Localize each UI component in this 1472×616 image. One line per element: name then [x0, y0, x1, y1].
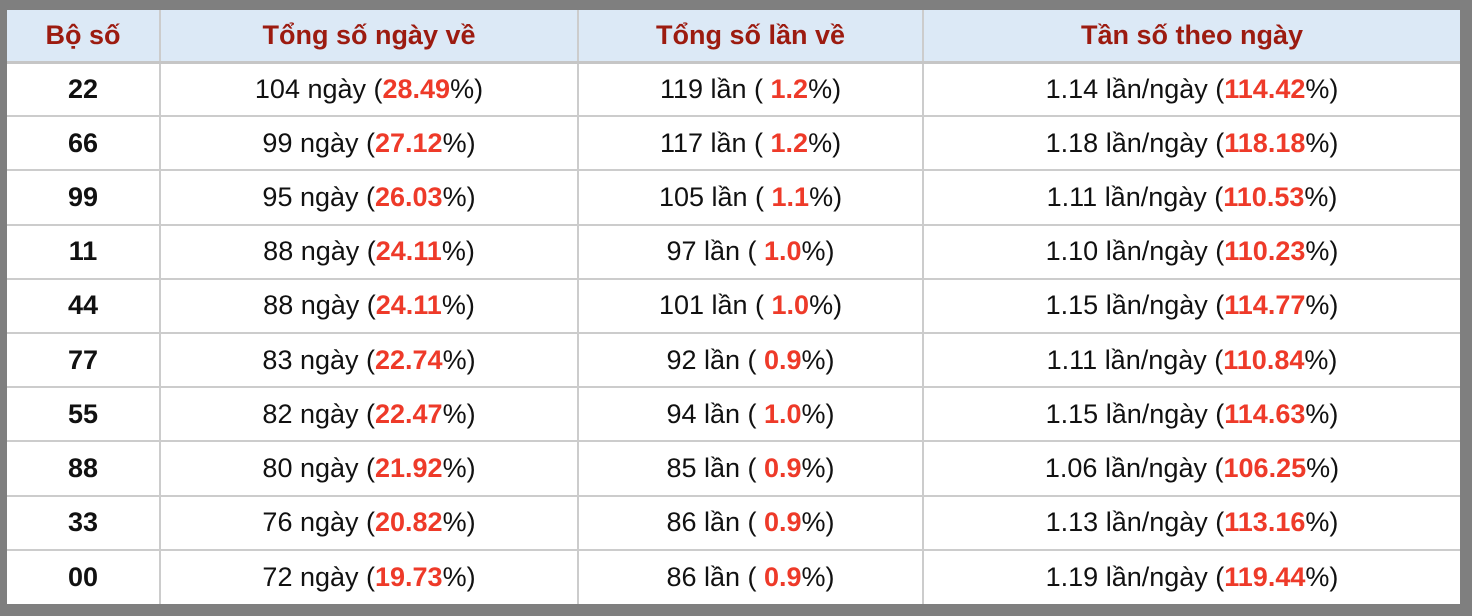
- table-row: 33 76 ngày (20.82%) 86 lần ( 0.9%) 1.13 lần…: [7, 494, 1460, 551]
- pair-cell: 11: [7, 223, 161, 280]
- table-row: 77 83 ngày (22.74%) 92 lần ( 0.9%) 1.11 lần…: [7, 331, 1460, 389]
- freq-percent: 110.53: [1223, 181, 1305, 212]
- days-cell: 80 ngày (21.92%): [159, 440, 579, 497]
- days-percent: 26.03: [375, 181, 443, 212]
- times-percent: 1.0: [764, 398, 802, 429]
- days-percent: 22.74: [375, 344, 443, 375]
- freq-cell: 1.19 lần/ngày (119.44%): [922, 548, 1460, 604]
- times-percent: 1.2: [770, 73, 809, 104]
- pair-cell: 33: [7, 494, 161, 551]
- pair-cell: 66: [7, 115, 161, 172]
- freq-cell: 1.14 lần/ngày (114.42%): [922, 60, 1460, 118]
- freq-cell: 1.11 lần/ngày (110.53%): [922, 169, 1460, 226]
- days-percent: 24.11: [375, 236, 442, 267]
- pair-cell: 44: [7, 277, 161, 334]
- days-cell: 104 ngày (28.49%): [159, 60, 579, 118]
- pair-cell: 55: [7, 386, 161, 443]
- freq-cell: 1.15 lần/ngày (114.77%): [922, 277, 1460, 334]
- table-row: 44 88 ngày (24.11%) 101 lần ( 1.0%) 1.15 lầ…: [7, 277, 1460, 334]
- freq-cell: 1.13 lần/ngày (113.16%): [922, 494, 1460, 551]
- times-percent: 1.1: [771, 181, 810, 212]
- stats-table-body: 22 104 ngày (28.49%) 119 lần ( 1.2%) 1.14 l…: [7, 60, 1460, 604]
- days-percent: 21.92: [375, 452, 443, 483]
- times-cell: 94 lần ( 1.0%): [577, 386, 924, 443]
- header-row: Bộ số Tổng số ngày về Tổng số lần về Tần…: [7, 10, 1460, 64]
- freq-percent: 113.16: [1224, 507, 1306, 538]
- times-percent: 1.2: [770, 127, 809, 158]
- pair-cell: 00: [7, 548, 161, 604]
- pair-cell: 99: [7, 169, 161, 226]
- days-percent: 22.47: [375, 398, 443, 429]
- freq-percent: 106.25: [1223, 452, 1307, 483]
- table-row: 22 104 ngày (28.49%) 119 lần ( 1.2%) 1.14 l…: [7, 60, 1460, 118]
- pair-cell: 77: [7, 331, 161, 389]
- days-percent: 19.73: [375, 561, 443, 592]
- freq-cell: 1.10 lần/ngày (110.23%): [922, 223, 1460, 280]
- table-row: 66 99 ngày (27.12%) 117 lần ( 1.2%) 1.18 lầ…: [7, 115, 1460, 172]
- times-cell: 101 lần ( 1.0%): [577, 277, 924, 334]
- freq-percent: 114.77: [1224, 290, 1306, 321]
- stats-table: Bộ số Tổng số ngày về Tổng số lần về Tần…: [7, 10, 1460, 604]
- days-cell: 83 ngày (22.74%): [159, 331, 579, 389]
- days-cell: 88 ngày (24.11%): [159, 277, 579, 334]
- freq-percent: 110.23: [1224, 236, 1306, 267]
- times-cell: 86 lần ( 0.9%): [577, 494, 924, 551]
- table-row: 88 80 ngày (21.92%) 85 lần ( 0.9%) 1.06 lần…: [7, 440, 1460, 497]
- times-percent: 1.0: [764, 236, 802, 267]
- freq-cell: 1.11 lần/ngày (110.84%): [922, 331, 1460, 389]
- header-total-times: Tổng số lần về: [577, 10, 924, 64]
- table-row: 00 72 ngày (19.73%) 86 lần ( 0.9%) 1.19 lần…: [7, 548, 1460, 604]
- stats-table-header: Bộ số Tổng số ngày về Tổng số lần về Tần…: [7, 10, 1460, 64]
- times-percent: 1.0: [771, 290, 810, 321]
- pair-cell: 22: [7, 60, 161, 118]
- freq-cell: 1.18 lần/ngày (118.18%): [922, 115, 1460, 172]
- freq-cell: 1.15 lần/ngày (114.63%): [922, 386, 1460, 443]
- days-percent: 20.82: [375, 507, 443, 538]
- times-cell: 97 lần ( 1.0%): [577, 223, 924, 280]
- times-percent: 0.9: [764, 507, 802, 538]
- days-cell: 95 ngày (26.03%): [159, 169, 579, 226]
- freq-percent: 119.44: [1224, 561, 1306, 592]
- days-cell: 82 ngày (22.47%): [159, 386, 579, 443]
- days-cell: 88 ngày (24.11%): [159, 223, 579, 280]
- table-row: 55 82 ngày (22.47%) 94 lần ( 1.0%) 1.15 lần…: [7, 386, 1460, 443]
- freq-cell: 1.06 lần/ngày (106.25%): [922, 440, 1460, 497]
- days-cell: 72 ngày (19.73%): [159, 548, 579, 604]
- table-row: 99 95 ngày (26.03%) 105 lần ( 1.1%) 1.11 lầ…: [7, 169, 1460, 226]
- times-cell: 92 lần ( 0.9%): [577, 331, 924, 389]
- times-cell: 105 lần ( 1.1%): [577, 169, 924, 226]
- days-cell: 76 ngày (20.82%): [159, 494, 579, 551]
- times-percent: 0.9: [764, 561, 802, 592]
- header-pair: Bộ số: [7, 10, 161, 64]
- header-total-days: Tổng số ngày về: [159, 10, 579, 64]
- days-percent: 27.12: [375, 127, 443, 158]
- table-row: 11 88 ngày (24.11%) 97 lần ( 1.0%) 1.10 lần…: [7, 223, 1460, 280]
- days-cell: 99 ngày (27.12%): [159, 115, 579, 172]
- times-cell: 85 lần ( 0.9%): [577, 440, 924, 497]
- days-percent: 28.49: [382, 73, 451, 104]
- pair-cell: 88: [7, 440, 161, 497]
- times-percent: 0.9: [764, 344, 802, 375]
- freq-percent: 114.42: [1224, 73, 1306, 104]
- freq-percent: 114.63: [1224, 398, 1306, 429]
- header-daily-frequency: Tần số theo ngày: [922, 10, 1460, 64]
- lottery-stats-table: Bộ số Tổng số ngày về Tổng số lần về Tần…: [7, 10, 1460, 604]
- times-cell: 119 lần ( 1.2%): [577, 60, 924, 118]
- days-percent: 24.11: [375, 290, 442, 321]
- freq-percent: 110.84: [1223, 344, 1305, 375]
- freq-percent: 118.18: [1224, 127, 1306, 158]
- times-percent: 0.9: [764, 452, 802, 483]
- times-cell: 117 lần ( 1.2%): [577, 115, 924, 172]
- times-cell: 86 lần ( 0.9%): [577, 548, 924, 604]
